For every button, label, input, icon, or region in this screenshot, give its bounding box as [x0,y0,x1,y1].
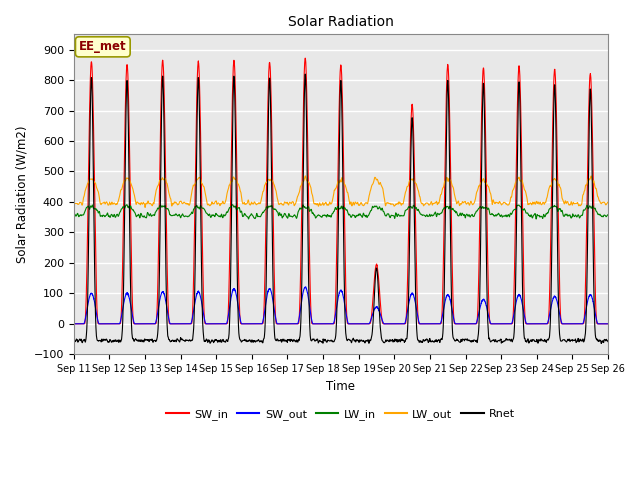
SW_out [491,321,499,327]
LW_in [321,212,329,218]
Y-axis label: Solar Radiation (W/m2): Solar Radiation (W/m2) [15,126,28,263]
LW_out [604,199,612,205]
SW_in [301,55,309,61]
LW_out [491,201,499,206]
Rnet [597,341,605,347]
SW_out [431,321,439,327]
X-axis label: Time: Time [326,380,355,393]
LW_in [491,213,499,219]
LW_in [532,216,540,222]
Rnet [491,339,499,345]
LW_out [70,202,77,208]
SW_out [461,321,468,327]
Title: Solar Radiation: Solar Radiation [288,15,394,29]
SW_out [166,320,173,325]
LW_out [431,200,439,206]
SW_in [491,321,499,327]
Rnet [604,339,612,345]
LW_in [604,212,611,218]
LW_out [141,204,149,210]
SW_out [604,321,612,327]
Rnet [461,338,468,344]
Line: LW_in: LW_in [74,204,608,219]
LW_out [166,193,173,199]
Line: SW_out: SW_out [74,287,608,324]
LW_out [461,199,468,204]
Rnet [604,338,611,344]
LW_out [588,173,595,179]
SW_out [302,284,310,290]
Line: Rnet: Rnet [74,74,608,344]
Rnet [431,337,439,343]
LW_in [166,212,173,217]
Legend: SW_in, SW_out, LW_in, LW_out, Rnet: SW_in, SW_out, LW_in, LW_out, Rnet [162,405,520,424]
LW_in [431,210,439,216]
Rnet [70,337,77,343]
Line: LW_out: LW_out [74,176,608,207]
SW_out [604,321,611,327]
SW_in [604,321,612,327]
Text: EE_met: EE_met [79,40,127,53]
SW_out [70,321,77,327]
Rnet [321,337,329,343]
Rnet [301,72,309,77]
Line: SW_in: SW_in [74,58,608,324]
SW_in [321,321,329,327]
SW_in [461,321,468,327]
SW_out [321,321,329,327]
Rnet [166,337,173,343]
SW_in [604,321,611,327]
LW_in [604,212,612,217]
LW_in [123,202,131,207]
LW_out [604,200,611,205]
SW_in [166,321,173,327]
SW_in [431,321,439,327]
LW_out [321,201,329,206]
LW_in [461,212,468,218]
SW_in [70,321,77,327]
LW_in [70,214,77,219]
